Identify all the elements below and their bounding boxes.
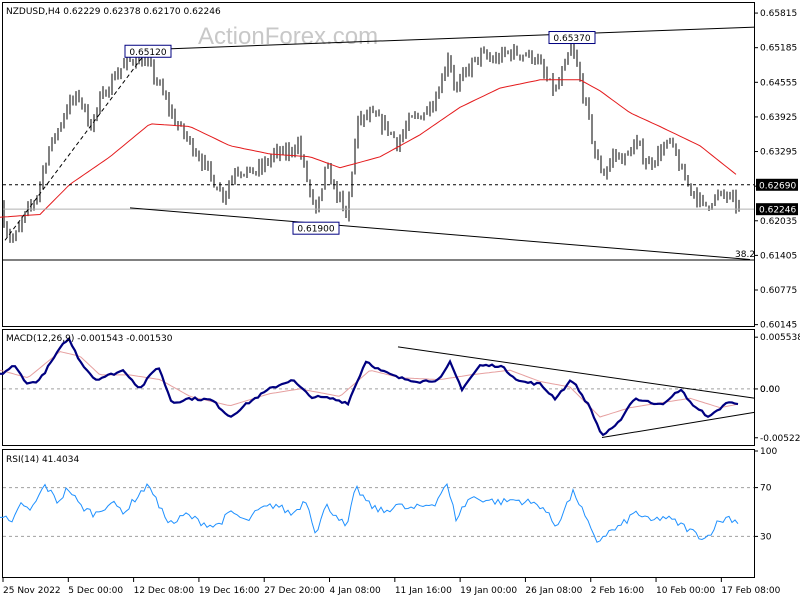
price-axis-tick: 0.64555 xyxy=(760,78,797,88)
price-axis-tick: 0.60145 xyxy=(760,321,797,331)
x-axis-tick: 2 Feb 16:00 xyxy=(591,586,645,596)
price-axis-tick: 0.65185 xyxy=(760,44,797,54)
moving-average-line xyxy=(0,79,737,218)
x-axis-tick: 26 Jan 08:00 xyxy=(525,586,582,596)
rsi-line xyxy=(0,483,739,543)
macd-zero-tick: 0.0 xyxy=(760,385,775,395)
macd-signal-line xyxy=(0,351,739,418)
instrument-info: NZDUSD,H4 0.62229 0.62378 0.62170 0.6224… xyxy=(6,7,221,17)
price-annotation-box xyxy=(548,31,596,45)
rsi-axis-tick: 30 xyxy=(760,532,772,542)
x-axis-tick: 11 Jan 16:00 xyxy=(395,586,452,596)
x-axis-tick: 19 Dec 16:00 xyxy=(199,586,260,596)
price-axis-tick: 0.63925 xyxy=(760,113,797,123)
macd-label: MACD(12,26,9) -0.001543 -0.001530 xyxy=(6,334,173,344)
price-annotation: 0.65370 xyxy=(553,34,590,44)
price-annotation-box xyxy=(124,44,172,58)
macd-panel-frame xyxy=(2,329,755,446)
level-price-label-box xyxy=(756,178,798,191)
price-axis-tick: 0.65815 xyxy=(760,9,797,19)
macd-trendline xyxy=(601,411,756,439)
x-axis-tick: 27 Dec 20:00 xyxy=(264,586,325,596)
price-axis-tick: 0.61405 xyxy=(760,251,797,261)
price-axis-tick: 0.60775 xyxy=(760,286,797,296)
current-price-label: 0.62246 xyxy=(759,206,796,216)
rsi-panel-frame xyxy=(2,449,755,578)
x-axis-tick: 4 Jan 08:00 xyxy=(330,586,382,596)
macd-line xyxy=(0,336,739,437)
trendline xyxy=(129,207,751,261)
price-panel-frame xyxy=(2,2,755,327)
price-axis-tick: 0.63295 xyxy=(760,148,797,158)
price-candles xyxy=(3,41,740,243)
price-axis-tick: 0.62035 xyxy=(760,217,797,227)
price-annotation-box xyxy=(292,221,340,235)
macd-axis-tick: 0.005538 xyxy=(760,333,800,343)
macd-axis-tick: 0.00 xyxy=(760,385,780,395)
macd-trendline xyxy=(397,346,756,399)
level-price-label: 0.62690 xyxy=(759,181,796,191)
rsi-axis-tick: 100 xyxy=(760,447,777,457)
x-axis-tick: 17 Feb 08:00 xyxy=(721,586,780,596)
x-axis-tick: 19 Jan 00:00 xyxy=(460,586,517,596)
trendline xyxy=(4,49,149,241)
fib-label: 38.2 xyxy=(735,250,755,260)
macd-axis-tick: -0.005226 xyxy=(760,434,800,444)
rsi-axis-tick: 70 xyxy=(760,484,772,494)
x-axis-tick: 10 Feb 00:00 xyxy=(656,586,715,596)
current-price-label-box xyxy=(756,203,798,216)
price-annotation: 0.61900 xyxy=(297,225,334,235)
price-annotation: 0.65120 xyxy=(129,48,166,58)
x-axis-tick: 12 Dec 08:00 xyxy=(134,586,195,596)
x-axis-tick: 5 Dec 00:00 xyxy=(68,586,123,596)
trendline xyxy=(147,26,756,51)
x-axis-tick: 25 Nov 2022 xyxy=(3,586,61,596)
rsi-label: RSI(14) 41.4034 xyxy=(6,455,79,465)
watermark: ActionForex.com xyxy=(198,23,378,50)
